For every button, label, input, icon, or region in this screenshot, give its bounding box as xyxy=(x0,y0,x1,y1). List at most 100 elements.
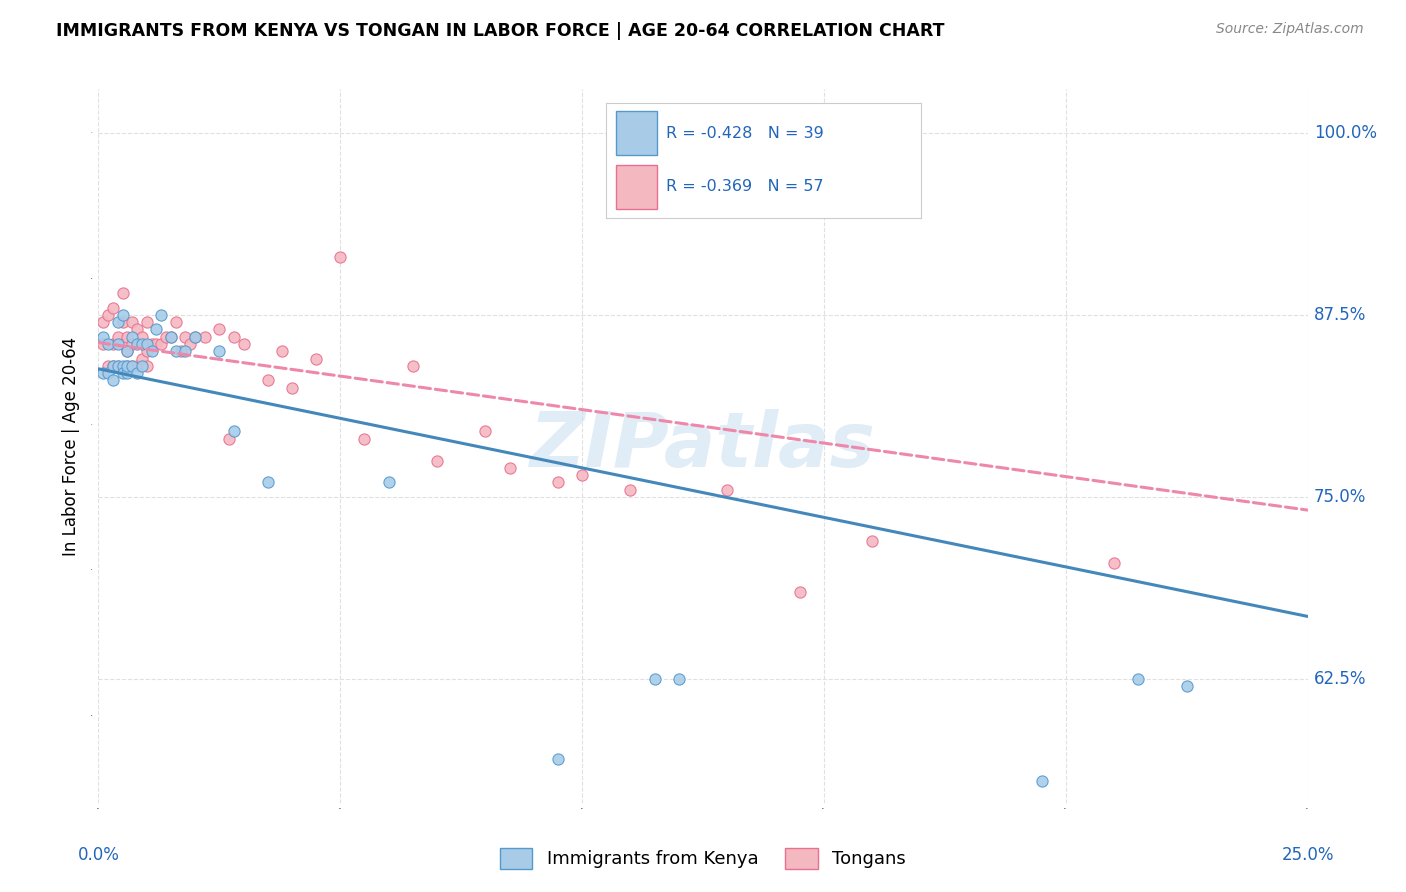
Point xyxy=(91,366,114,380)
Point xyxy=(97,366,120,380)
Point xyxy=(150,337,173,351)
Point xyxy=(111,337,134,351)
Text: 75.0%: 75.0% xyxy=(1313,488,1367,506)
Point xyxy=(121,359,143,373)
Point xyxy=(218,432,240,446)
Point xyxy=(547,752,569,766)
Point xyxy=(1102,556,1125,570)
Point xyxy=(111,366,134,380)
Point xyxy=(160,330,183,344)
Point xyxy=(101,359,124,373)
Point xyxy=(155,330,177,344)
Point xyxy=(169,344,191,359)
Point xyxy=(232,337,254,351)
Point xyxy=(184,330,207,344)
Point xyxy=(131,359,153,373)
Point xyxy=(131,337,153,351)
Point xyxy=(281,381,304,395)
Point xyxy=(305,351,328,366)
Point xyxy=(1031,774,1053,789)
Point xyxy=(97,308,120,322)
Point xyxy=(91,315,114,329)
Point xyxy=(222,330,245,344)
Point xyxy=(498,460,520,475)
Point xyxy=(208,344,231,359)
Point xyxy=(145,337,167,351)
Point xyxy=(160,330,183,344)
Point xyxy=(107,359,129,373)
Point xyxy=(353,432,375,446)
Point xyxy=(117,359,139,373)
Point xyxy=(174,344,197,359)
Point xyxy=(165,344,187,359)
Point xyxy=(111,359,134,373)
Point xyxy=(131,330,153,344)
Point xyxy=(1128,672,1150,686)
Point xyxy=(111,308,134,322)
Point xyxy=(174,330,197,344)
Point xyxy=(127,322,149,336)
Text: Source: ZipAtlas.com: Source: ZipAtlas.com xyxy=(1216,22,1364,37)
Point xyxy=(111,315,134,329)
Point xyxy=(111,286,134,301)
Point xyxy=(127,359,149,373)
Text: 100.0%: 100.0% xyxy=(1313,124,1376,142)
Point xyxy=(547,475,569,490)
Point xyxy=(121,330,143,344)
Point xyxy=(127,337,149,351)
Point xyxy=(141,344,163,359)
Point xyxy=(426,453,449,467)
Point xyxy=(107,359,129,373)
Text: 62.5%: 62.5% xyxy=(1313,670,1367,688)
Point xyxy=(145,322,167,336)
Point xyxy=(474,425,496,439)
Point xyxy=(619,483,641,497)
Point xyxy=(135,359,157,373)
Point xyxy=(135,344,157,359)
Point xyxy=(117,344,139,359)
Point xyxy=(377,475,399,490)
Point xyxy=(121,315,143,329)
Point xyxy=(117,359,139,373)
Point xyxy=(131,351,153,366)
Point xyxy=(91,330,114,344)
Point xyxy=(121,337,143,351)
Point xyxy=(208,322,231,336)
Legend: Immigrants from Kenya, Tongans: Immigrants from Kenya, Tongans xyxy=(492,840,914,876)
Point xyxy=(135,315,157,329)
Point xyxy=(101,301,124,315)
Point xyxy=(117,330,139,344)
Point xyxy=(644,672,666,686)
Point xyxy=(97,359,120,373)
Point xyxy=(402,359,425,373)
Point xyxy=(135,337,157,351)
Point xyxy=(101,374,124,388)
Point xyxy=(91,337,114,351)
Point xyxy=(107,315,129,329)
Text: 0.0%: 0.0% xyxy=(77,846,120,863)
Point xyxy=(107,330,129,344)
Point xyxy=(716,483,738,497)
Point xyxy=(1175,679,1198,693)
Y-axis label: In Labor Force | Age 20-64: In Labor Force | Age 20-64 xyxy=(62,336,80,556)
Point xyxy=(256,374,278,388)
Point xyxy=(141,337,163,351)
Text: 25.0%: 25.0% xyxy=(1281,846,1334,863)
Point xyxy=(127,366,149,380)
Point xyxy=(117,344,139,359)
Text: IMMIGRANTS FROM KENYA VS TONGAN IN LABOR FORCE | AGE 20-64 CORRELATION CHART: IMMIGRANTS FROM KENYA VS TONGAN IN LABOR… xyxy=(56,22,945,40)
Point xyxy=(194,330,217,344)
Point xyxy=(121,359,143,373)
Point xyxy=(179,337,201,351)
Point xyxy=(668,672,690,686)
Point xyxy=(329,250,352,264)
Point xyxy=(184,330,207,344)
Point xyxy=(101,337,124,351)
Point xyxy=(860,533,883,548)
Point xyxy=(256,475,278,490)
Point xyxy=(271,344,294,359)
Point xyxy=(150,308,173,322)
Point xyxy=(222,425,245,439)
Point xyxy=(165,315,187,329)
Point xyxy=(107,337,129,351)
